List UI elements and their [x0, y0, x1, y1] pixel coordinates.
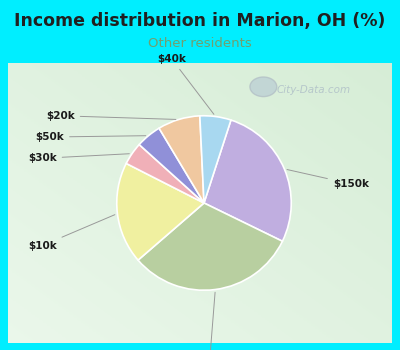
Wedge shape [204, 120, 291, 241]
Wedge shape [159, 116, 204, 203]
Text: $40k: $40k [158, 54, 214, 114]
Wedge shape [117, 163, 204, 260]
Text: $20k: $20k [46, 111, 176, 121]
Text: $30k: $30k [28, 153, 129, 163]
Wedge shape [139, 128, 204, 203]
Wedge shape [138, 203, 282, 290]
Text: Other residents: Other residents [148, 37, 252, 50]
Text: $100k: $100k [191, 292, 227, 350]
Wedge shape [126, 145, 204, 203]
Wedge shape [200, 116, 231, 203]
Circle shape [250, 77, 277, 97]
Text: $50k: $50k [35, 132, 146, 142]
Text: $150k: $150k [287, 169, 369, 189]
Text: $10k: $10k [28, 215, 115, 251]
Text: Income distribution in Marion, OH (%): Income distribution in Marion, OH (%) [14, 12, 386, 30]
Text: City-Data.com: City-Data.com [277, 85, 351, 96]
